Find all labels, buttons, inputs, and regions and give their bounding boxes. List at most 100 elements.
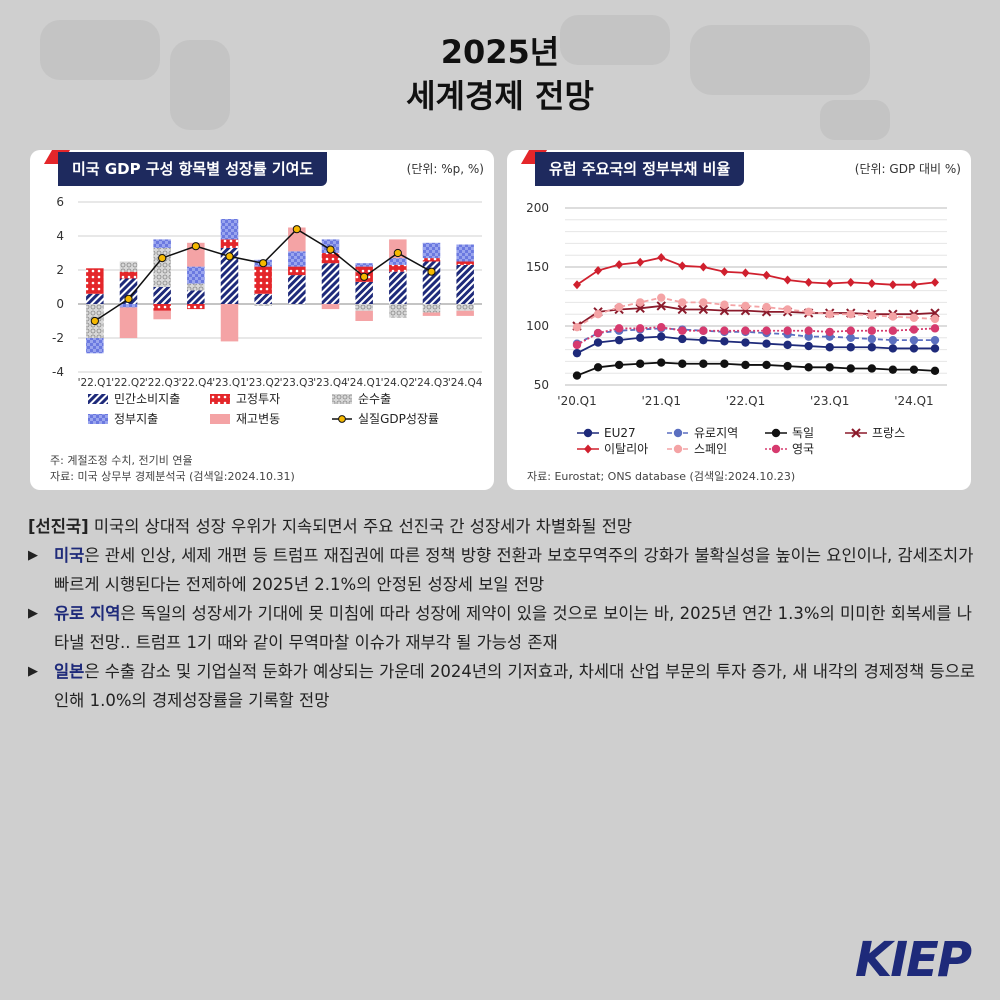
gdp-growth-point xyxy=(124,294,133,304)
gdp-growth-point xyxy=(158,254,167,263)
series-point xyxy=(762,270,771,280)
bullet-euro-key: 유로 지역 xyxy=(54,604,121,623)
bar-segment xyxy=(422,312,441,316)
bar-segment xyxy=(254,293,272,304)
legend-label: 스페인 xyxy=(694,442,727,456)
bar-segment xyxy=(456,264,474,304)
y-tick-label: 150 xyxy=(526,260,549,274)
x-tick-label: '24.Q4 xyxy=(448,377,483,389)
legend-marker xyxy=(584,444,592,454)
series-point xyxy=(657,358,666,367)
series-point xyxy=(720,300,729,309)
bar-segment xyxy=(153,247,171,287)
legend-label: 독일 xyxy=(792,426,814,440)
legend-marker xyxy=(771,428,781,438)
legend-marker xyxy=(771,444,781,454)
series-point xyxy=(888,365,898,374)
series-point xyxy=(783,326,792,335)
legend-label: 고정투자 xyxy=(236,392,280,406)
series-point xyxy=(846,310,855,319)
series-point xyxy=(614,335,624,345)
series-point xyxy=(678,334,687,344)
bar-segment xyxy=(86,338,104,354)
outlook-text: [선진국] 미국의 상대적 성장 우위가 지속되면서 주요 선진국 간 성장세가… xyxy=(28,512,978,715)
x-tick-label: '22.Q4 xyxy=(179,377,214,389)
eu-debt-chart-source: 자료: Eurostat; ONS database (검색일:2024.10.… xyxy=(527,470,796,483)
bullet-japan: ▶ 일본은 수출 감소 및 기업실적 둔화가 예상되는 가운데 2024년의 기… xyxy=(28,657,978,715)
series-point xyxy=(572,322,582,332)
gdp-growth-point xyxy=(191,242,200,251)
series-point xyxy=(741,268,750,278)
bar-segment xyxy=(153,310,171,320)
series-point xyxy=(825,279,834,289)
gdp-growth-point xyxy=(393,248,402,258)
bar-segment xyxy=(389,304,407,318)
legend-label: 영국 xyxy=(792,442,814,456)
x-tick-label: '23.Q1 xyxy=(212,377,247,389)
y-tick-label: 4 xyxy=(56,229,64,243)
series-point xyxy=(573,280,581,290)
series-line xyxy=(576,256,936,286)
series-point xyxy=(888,280,897,290)
series-point xyxy=(909,280,918,290)
series-point xyxy=(678,298,687,307)
series-point xyxy=(909,325,919,334)
series-point xyxy=(657,322,666,332)
bar-segment xyxy=(86,293,104,304)
series-point xyxy=(656,301,666,311)
legend-swatch xyxy=(210,414,230,424)
series-point xyxy=(825,363,834,372)
series-point xyxy=(720,267,729,277)
series-point xyxy=(888,344,898,353)
series-point xyxy=(888,335,898,345)
series-point xyxy=(720,326,729,335)
bar-segment xyxy=(153,304,171,311)
us-gdp-chart-panel: 미국 GDP 구성 항목별 성장률 기여도 (단위: %p, %) -4 -2 0 2… xyxy=(30,150,494,490)
bar-segment xyxy=(153,239,171,248)
series-point xyxy=(593,338,603,347)
bar-segment xyxy=(187,283,205,291)
bar-segment xyxy=(187,290,205,304)
series-point xyxy=(825,310,834,319)
y-tick-label: 50 xyxy=(534,378,549,392)
series-point xyxy=(930,366,940,376)
bullet-icon: ▶ xyxy=(28,606,38,621)
series-point xyxy=(846,277,855,287)
series-point xyxy=(699,326,708,335)
series-point xyxy=(888,326,898,335)
y-tick-label: -4 xyxy=(52,365,64,379)
legend-label: 순수출 xyxy=(358,392,391,406)
legend-label: 이탈리아 xyxy=(604,442,648,456)
us-gdp-chart-source: 자료: 미국 상무부 경제분석국 (검색일:2024.10.31) xyxy=(50,470,295,483)
series-point xyxy=(614,302,624,312)
bar-segment xyxy=(254,266,272,294)
world-map-background xyxy=(40,15,890,140)
page-title: 2025년 세계경제 전망 xyxy=(0,30,1000,118)
bar-segment xyxy=(288,251,306,267)
series-point xyxy=(909,335,919,345)
series-point xyxy=(593,328,603,338)
series-point xyxy=(678,261,687,271)
x-tick-label: '22.Q1 xyxy=(78,377,113,389)
legend-label: 프랑스 xyxy=(872,426,905,440)
series-point xyxy=(867,326,877,335)
series-point xyxy=(930,324,940,333)
series-point xyxy=(720,337,729,346)
bar-segment xyxy=(456,310,474,316)
bar-segment xyxy=(119,261,138,272)
bar-segment xyxy=(187,242,205,267)
series-point xyxy=(783,305,792,314)
legend-label: 실질GDP성장률 xyxy=(358,412,439,426)
section-label: [선진국] xyxy=(28,517,89,536)
series-point xyxy=(698,304,709,315)
us-gdp-chart-unit: (단위: %p, %) xyxy=(406,162,484,176)
bullet-us: ▶ 미국은 관세 인상, 세제 개편 등 트럼프 재집권에 따른 정책 방향 전… xyxy=(28,541,978,599)
legend-label: EU27 xyxy=(604,426,636,440)
eu-debt-chart: 50 100 150 200 '20.Q1 '21.Q1 '22.Q1 '23.Q1 '24.… xyxy=(526,201,947,456)
series-point xyxy=(867,334,877,344)
series-point xyxy=(741,338,750,347)
x-tick-label: '21.Q1 xyxy=(642,394,681,408)
series-point xyxy=(804,332,813,341)
section-headline: 미국의 상대적 성장 우위가 지속되면서 주요 선진국 간 성장세가 차별화될 … xyxy=(88,517,633,536)
series-point xyxy=(804,307,813,317)
